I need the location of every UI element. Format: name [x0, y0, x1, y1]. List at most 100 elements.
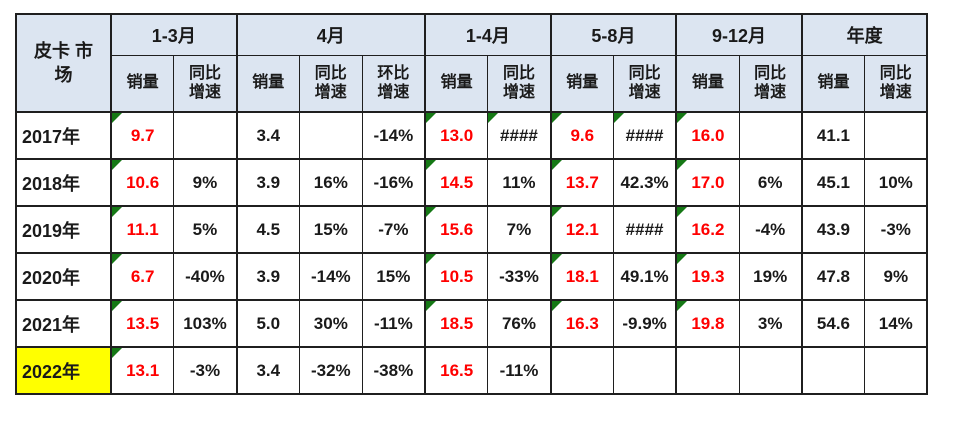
data-cell[interactable]: -14%: [298, 252, 363, 301]
data-cell[interactable]: 10.5: [424, 252, 489, 301]
data-cell[interactable]: 49.1%: [612, 252, 677, 301]
data-cell[interactable]: 6.7: [110, 252, 175, 301]
data-cell[interactable]: 103%: [173, 299, 238, 348]
data-cell[interactable]: 30%: [298, 299, 363, 348]
data-cell[interactable]: 3%: [738, 299, 803, 348]
data-cell[interactable]: 43.9: [800, 205, 866, 254]
year-cell[interactable]: 2018年: [15, 158, 112, 207]
data-cell[interactable]: [675, 346, 740, 395]
data-cell[interactable]: 17.0: [675, 158, 740, 207]
data-cell[interactable]: -11%: [361, 299, 426, 348]
data-cell[interactable]: -32%: [298, 346, 363, 395]
subheader-cell[interactable]: 环比增速: [361, 55, 426, 113]
subheader-cell[interactable]: 销量: [549, 55, 614, 113]
data-cell[interactable]: 5%: [173, 205, 238, 254]
data-cell[interactable]: 13.5: [110, 299, 175, 348]
data-cell[interactable]: ####: [612, 205, 677, 254]
data-cell[interactable]: 16.2: [675, 205, 740, 254]
year-cell[interactable]: 2020年: [15, 252, 112, 301]
year-cell[interactable]: 2019年: [15, 205, 112, 254]
data-cell[interactable]: 13.7: [549, 158, 614, 207]
subheader-cell[interactable]: 同比增速: [864, 55, 928, 113]
data-cell[interactable]: [864, 346, 928, 395]
data-cell[interactable]: -3%: [173, 346, 238, 395]
subheader-cell[interactable]: 销量: [235, 55, 300, 113]
data-cell[interactable]: -14%: [361, 111, 426, 160]
data-cell[interactable]: [298, 111, 363, 160]
data-cell[interactable]: -4%: [738, 205, 803, 254]
year-cell[interactable]: 2021年: [15, 299, 112, 348]
group-header-annual[interactable]: 年度: [800, 13, 928, 56]
data-cell[interactable]: -9.9%: [612, 299, 677, 348]
data-cell[interactable]: ####: [612, 111, 677, 160]
data-cell[interactable]: 16.5: [424, 346, 489, 395]
data-cell[interactable]: -38%: [361, 346, 426, 395]
subheader-cell[interactable]: 销量: [675, 55, 740, 113]
data-cell[interactable]: -7%: [361, 205, 426, 254]
data-cell[interactable]: 9.7: [110, 111, 175, 160]
data-cell[interactable]: 16.0: [675, 111, 740, 160]
data-cell[interactable]: 3.9: [235, 252, 300, 301]
data-cell[interactable]: 10%: [864, 158, 928, 207]
data-cell[interactable]: 54.6: [800, 299, 866, 348]
subheader-cell[interactable]: 销量: [800, 55, 866, 113]
data-cell[interactable]: 3.4: [235, 346, 300, 395]
subheader-cell[interactable]: 同比增速: [487, 55, 552, 113]
data-cell[interactable]: 6%: [738, 158, 803, 207]
data-cell[interactable]: -33%: [487, 252, 552, 301]
data-cell[interactable]: 14.5: [424, 158, 489, 207]
data-cell[interactable]: [738, 346, 803, 395]
subheader-cell[interactable]: 同比增速: [738, 55, 803, 113]
data-cell[interactable]: ####: [487, 111, 552, 160]
data-cell[interactable]: -16%: [361, 158, 426, 207]
data-cell[interactable]: 19.3: [675, 252, 740, 301]
data-cell[interactable]: 47.8: [800, 252, 866, 301]
data-cell[interactable]: 15%: [361, 252, 426, 301]
data-cell[interactable]: 13.1: [110, 346, 175, 395]
data-cell[interactable]: 19.8: [675, 299, 740, 348]
year-cell[interactable]: 2017年: [15, 111, 112, 160]
data-cell[interactable]: 5.0: [235, 299, 300, 348]
data-cell[interactable]: 18.5: [424, 299, 489, 348]
data-cell[interactable]: 3.4: [235, 111, 300, 160]
data-cell[interactable]: 11.1: [110, 205, 175, 254]
data-cell[interactable]: -40%: [173, 252, 238, 301]
data-cell[interactable]: 12.1: [549, 205, 614, 254]
data-cell[interactable]: [738, 111, 803, 160]
subheader-cell[interactable]: 同比增速: [298, 55, 363, 113]
group-header-5-8month[interactable]: 5-8月: [549, 13, 677, 56]
subheader-cell[interactable]: 同比增速: [173, 55, 238, 113]
group-header-april[interactable]: 4月: [235, 13, 426, 56]
data-cell[interactable]: -3%: [864, 205, 928, 254]
data-cell[interactable]: -11%: [487, 346, 552, 395]
data-cell[interactable]: [549, 346, 614, 395]
data-cell[interactable]: 11%: [487, 158, 552, 207]
data-cell[interactable]: 3.9: [235, 158, 300, 207]
data-cell[interactable]: 9.6: [549, 111, 614, 160]
data-cell[interactable]: 15%: [298, 205, 363, 254]
data-cell[interactable]: 13.0: [424, 111, 489, 160]
data-cell[interactable]: 42.3%: [612, 158, 677, 207]
data-cell[interactable]: 19%: [738, 252, 803, 301]
data-cell[interactable]: 7%: [487, 205, 552, 254]
data-cell[interactable]: 10.6: [110, 158, 175, 207]
group-header-1-4month[interactable]: 1-4月: [424, 13, 552, 56]
subheader-cell[interactable]: 同比增速: [612, 55, 677, 113]
data-cell[interactable]: [864, 111, 928, 160]
data-cell[interactable]: 18.1: [549, 252, 614, 301]
corner-header-cell[interactable]: 皮卡 市场: [15, 13, 112, 113]
group-header-9-12month[interactable]: 9-12月: [675, 13, 803, 56]
year-cell[interactable]: 2022年: [15, 346, 112, 395]
data-cell[interactable]: 45.1: [800, 158, 866, 207]
data-cell[interactable]: [612, 346, 677, 395]
data-cell[interactable]: 16.3: [549, 299, 614, 348]
data-cell[interactable]: 4.5: [235, 205, 300, 254]
data-cell[interactable]: 9%: [173, 158, 238, 207]
data-cell[interactable]: 41.1: [800, 111, 866, 160]
subheader-cell[interactable]: 销量: [110, 55, 175, 113]
data-cell[interactable]: [800, 346, 866, 395]
data-cell[interactable]: 15.6: [424, 205, 489, 254]
group-header-1-3month[interactable]: 1-3月: [110, 13, 238, 56]
data-cell[interactable]: 76%: [487, 299, 552, 348]
data-cell[interactable]: 14%: [864, 299, 928, 348]
